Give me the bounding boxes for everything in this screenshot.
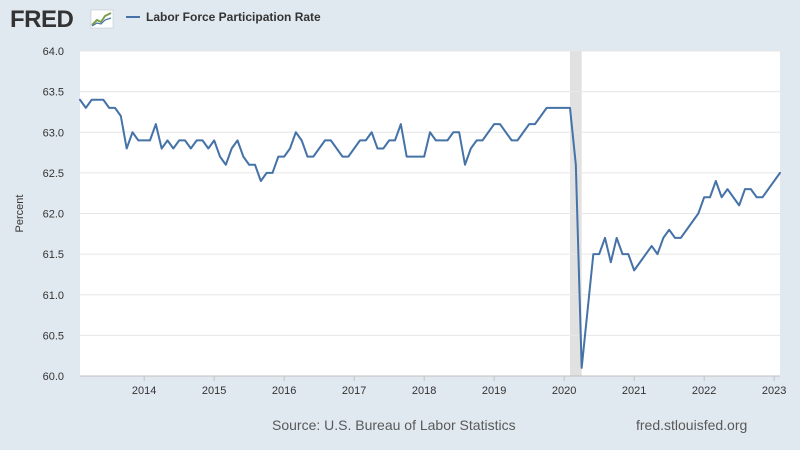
- x-tick-label: 2020: [552, 385, 576, 397]
- x-tick-label: 2014: [132, 385, 156, 397]
- y-tick-label: 64.0: [43, 46, 64, 58]
- x-tick-label: 2015: [202, 385, 226, 397]
- legend-label: Labor Force Participation Rate: [146, 10, 321, 24]
- chart-legend[interactable]: Labor Force Participation Rate: [126, 10, 321, 24]
- y-tick-label: 63.5: [43, 87, 64, 99]
- y-tick-label: 61.0: [43, 290, 64, 302]
- series-line: [79, 98, 781, 369]
- x-tick-label: 2023: [762, 385, 786, 397]
- x-tick-label: 2017: [342, 385, 366, 397]
- y-tick-label: 63.0: [43, 127, 64, 139]
- legend-swatch: [126, 16, 140, 18]
- y-tick-label: 61.5: [43, 249, 64, 261]
- y-tick-label: 60.0: [43, 371, 64, 383]
- x-tick-label: 2019: [482, 385, 506, 397]
- x-tick-label: 2016: [272, 385, 296, 397]
- source-note: Source: U.S. Bureau of Labor Statistics: [272, 417, 516, 433]
- fred-logo[interactable]: FRED: [10, 6, 74, 33]
- x-tick-label: 2018: [412, 385, 436, 397]
- source-url[interactable]: fred.stlouisfed.org: [636, 417, 748, 433]
- x-tick-label: 2021: [622, 385, 646, 397]
- y-axis-label: Percent: [14, 195, 26, 233]
- y-tick-label: 62.0: [43, 209, 64, 221]
- x-tick-label: 2022: [692, 385, 716, 397]
- y-tick-label: 62.5: [43, 168, 64, 180]
- chart-header: FRED Labor Force Participation Rate: [0, 0, 800, 40]
- y-tick-label: 60.5: [43, 330, 64, 342]
- fred-logo-graph-icon: [90, 9, 114, 29]
